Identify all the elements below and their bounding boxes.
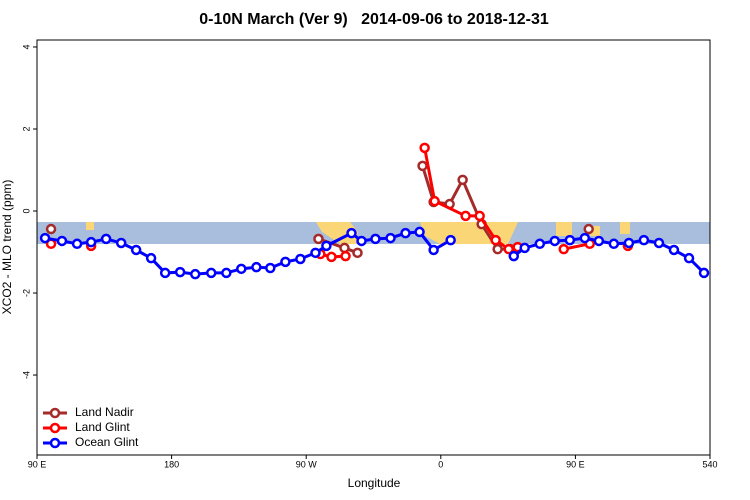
data-point [534,238,546,250]
data-point [490,234,501,246]
map-band [37,222,710,244]
data-point [429,195,440,207]
data-point [653,237,665,249]
data-point [503,243,514,255]
data-point [414,226,425,238]
data-point [189,268,201,280]
land-patch [556,222,572,236]
y-axis-label: XCO2 - MLO trend (ppm) [0,180,14,315]
data-point [623,237,635,249]
data-point [313,233,324,245]
legend-marker [49,437,61,449]
x-tick-label: 90 W [296,459,318,469]
data-point [460,210,471,222]
chart-title: 0-10N March (Ver 9) 2014-09-06 to 2018-1… [199,11,549,28]
x-tick-label: 540 [702,459,717,469]
land-patch [620,222,630,234]
data-point [295,253,306,265]
data-point [474,210,485,222]
data-point [85,236,97,248]
data-point [321,240,332,252]
data-point [39,232,51,244]
data-point [668,244,680,256]
data-point [265,262,276,274]
data-point [638,234,650,246]
data-point [352,247,363,259]
y-tick-label: -2 [21,289,31,297]
y-tick-label: 2 [21,126,31,131]
data-point [100,233,112,245]
data-point [549,235,561,247]
x-tick-label: 180 [164,459,179,469]
data-point [56,235,68,247]
legend-marker [49,422,61,434]
data-point [419,142,430,154]
data-point [280,256,291,268]
data-point [698,267,710,279]
data-point [558,243,569,255]
data-point [339,242,350,254]
data-point [428,244,439,256]
data-point [221,267,232,279]
data-point [115,237,127,249]
data-point [45,223,57,235]
data-point [145,252,157,264]
data-point [519,242,530,254]
x-tick-label: 90 E [28,459,47,469]
data-point [457,174,468,186]
plot-frame [36,39,711,456]
data-point [370,233,381,245]
data-point [583,223,594,235]
data-point [326,251,337,263]
y-tick-label: 4 [21,44,31,49]
data-point [251,261,262,273]
land-patch [86,222,94,230]
data-point [593,235,605,247]
data-point [159,267,171,279]
data-point [346,227,357,239]
data-point [174,266,186,278]
x-axis-label: Longitude [348,476,401,490]
data-point [130,244,142,256]
data-point [340,250,351,262]
y-tick-label: 0 [21,208,31,213]
data-point [356,235,367,247]
data-point [400,227,411,239]
land-patch [420,222,518,244]
data-point [236,263,247,275]
data-point [683,252,695,264]
data-point [417,160,428,172]
legend-marker [49,407,61,419]
data-point [579,232,591,244]
data-point [310,247,321,259]
land-patch [590,226,600,236]
data-point [564,234,576,246]
data-point [492,243,503,255]
data-point [71,238,83,250]
data-point [508,250,520,262]
data-point [205,267,217,279]
legend-label: Land Nadir [75,405,134,419]
data-point [608,238,620,250]
land-patch [316,222,358,244]
x-tick-label: 0 [438,459,443,469]
legend-label: Land Glint [75,420,130,434]
y-tick-label: -4 [21,371,31,379]
legend-label: Ocean Glint [75,435,139,449]
data-point [385,232,396,244]
data-point [445,234,456,246]
x-tick-label: 90 E [566,459,585,469]
ocean-band [37,222,710,244]
